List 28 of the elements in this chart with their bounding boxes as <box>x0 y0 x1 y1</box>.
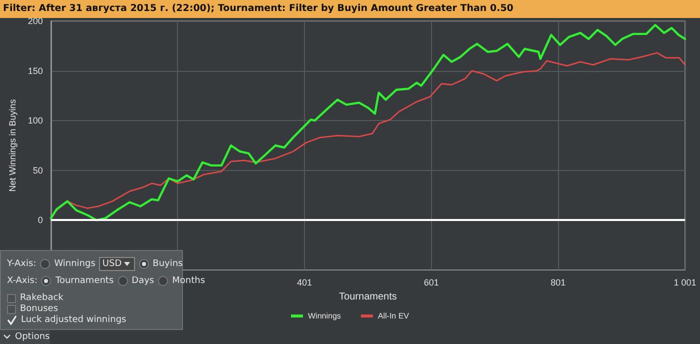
y-tick-label: 200 <box>28 16 43 26</box>
chart-title: Filter: After 31 августа 2015 г. (22:00); Tournament: Filter by Buyin Amount Greater Than 0.50 <box>3 3 514 14</box>
legend-label: Winnings <box>308 312 341 320</box>
y-tick-label: 0 <box>38 215 43 226</box>
x-axis-title: Tournaments <box>339 291 397 302</box>
text: X-Axis: <box>7 276 38 286</box>
text: Months <box>172 276 206 286</box>
currency-dropdown: USD <box>99 257 135 271</box>
text: Rakeback <box>20 293 64 303</box>
text: Y-Axis: <box>7 259 36 269</box>
x-tick-label: 601 <box>424 278 439 288</box>
y-tick-label: 50 <box>32 165 43 176</box>
annotation: Winnings <box>54 259 96 269</box>
annotation: USD <box>102 259 122 269</box>
x-tick-label: 801 <box>550 278 566 288</box>
line-series <box>50 24 686 222</box>
annotation: Buyins <box>152 259 183 269</box>
text: Days <box>132 276 154 286</box>
legend-label: All-In EV <box>378 312 410 320</box>
text: Bonuses <box>20 304 58 314</box>
text: Luck adjusted winnings <box>21 315 126 325</box>
x-tick-label: 401 <box>297 278 312 288</box>
y-tick-label: 100 <box>28 116 43 126</box>
text: Tournaments <box>55 276 114 286</box>
y-axis-title: Net Winnings in Buyins <box>8 98 18 192</box>
text: Options <box>15 331 50 344</box>
y-tick-label: 150 <box>28 66 43 76</box>
x-tick-label: 1 001 <box>674 278 696 288</box>
